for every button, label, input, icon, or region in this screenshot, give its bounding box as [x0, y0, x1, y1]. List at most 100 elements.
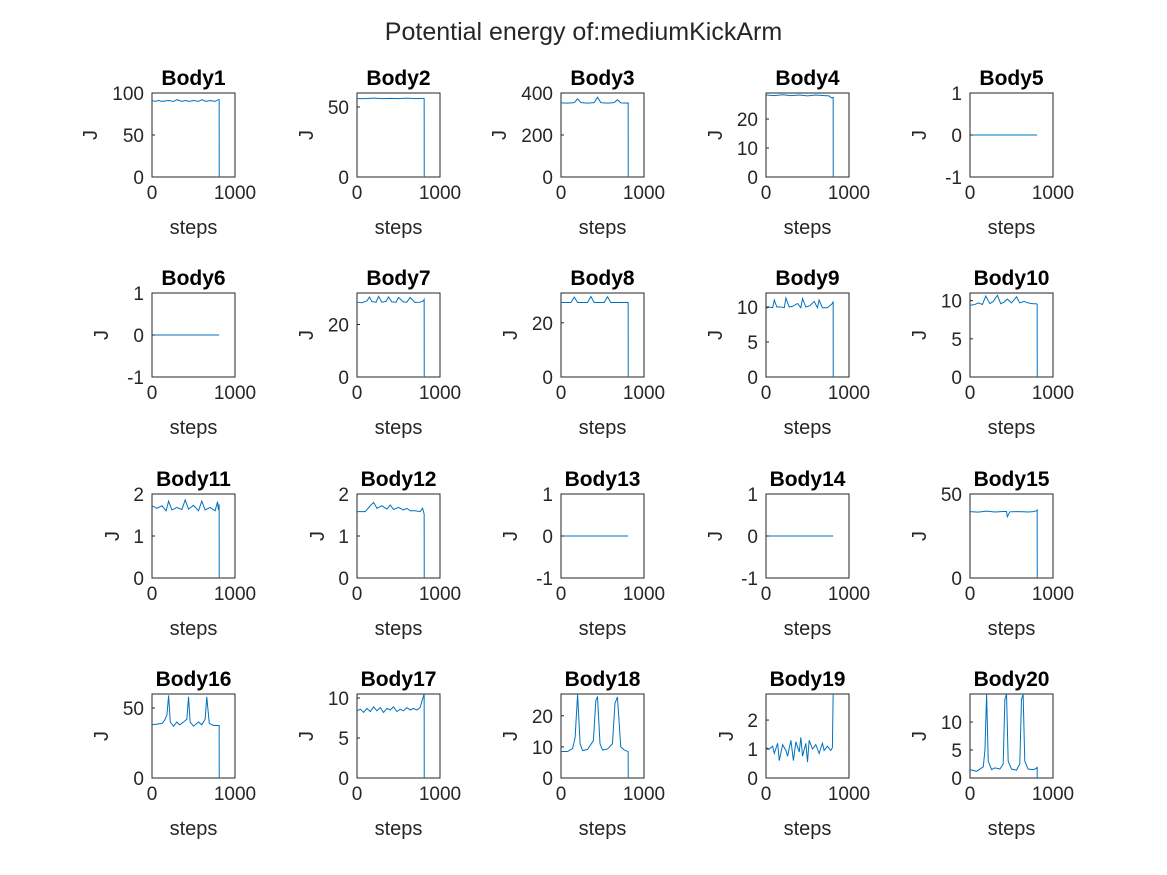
y-tick-label: 0: [747, 368, 758, 389]
x-axis-label: steps: [170, 417, 218, 439]
x-tick-label: 1000: [623, 183, 665, 204]
y-tick-label: 0: [542, 168, 553, 189]
y-tick-label: 0: [133, 326, 144, 347]
axes-box: [560, 292, 645, 378]
y-tick-label: 10: [941, 292, 962, 313]
y-tick-label: 1: [747, 485, 758, 506]
y-tick-label: 10: [532, 738, 553, 759]
x-axis-label: steps: [579, 818, 627, 840]
x-tick-label: 1000: [623, 784, 665, 805]
x-tick-label: 0: [761, 383, 772, 404]
y-tick-label: 0: [338, 569, 349, 590]
axes-box: [560, 92, 645, 178]
subplot-title: Body16: [156, 668, 232, 691]
x-tick-label: 0: [965, 383, 976, 404]
y-axis-label: J: [909, 731, 931, 741]
x-tick-label: 0: [965, 784, 976, 805]
y-tick-label: 0: [951, 368, 962, 389]
x-axis-label: steps: [579, 417, 627, 439]
x-tick-label: 0: [147, 784, 158, 805]
x-tick-label: 0: [965, 183, 976, 204]
subplot-15: 0 1000 0 50 Body15 steps J: [909, 468, 1074, 640]
subplot-title: Body9: [775, 267, 839, 290]
subplot-2: 0 1000 0 50 Body2 steps J: [296, 67, 461, 239]
series-line-1: [356, 295, 425, 378]
axes-box: [151, 493, 236, 579]
x-tick-label: 1000: [1032, 784, 1074, 805]
subplot-title: Body14: [770, 468, 846, 491]
subplot-title: Body8: [570, 267, 635, 290]
y-axis-label: J: [705, 330, 727, 340]
series-line-1: [357, 501, 425, 579]
subplot-10: 0 1000 0 5 10 Body10 steps J: [909, 267, 1074, 439]
x-axis-label: steps: [988, 417, 1036, 439]
x-tick-label: 1000: [214, 784, 256, 805]
y-axis-label: J: [500, 531, 522, 541]
y-tick-label: 2: [133, 485, 144, 506]
subplot-title: Body7: [366, 267, 430, 290]
y-tick-label: 5: [338, 729, 349, 750]
x-tick-label: 0: [556, 383, 567, 404]
series-line-1: [151, 695, 220, 779]
y-tick-label: 50: [941, 485, 962, 506]
y-axis-label: J: [296, 130, 318, 140]
subplot-12: 0 1000 0 1 2 Body12 steps J: [307, 468, 461, 640]
x-axis-label: steps: [375, 818, 423, 840]
x-tick-label: 0: [761, 183, 772, 204]
series-line-1: [765, 94, 834, 178]
subplot-title: Body3: [570, 67, 634, 90]
axes-box: [969, 493, 1054, 579]
series-line-1: [561, 295, 629, 378]
y-tick-label: -1: [741, 569, 758, 590]
y-tick-label: 400: [521, 84, 553, 105]
series-line-1: [357, 97, 425, 178]
series-line-1: [969, 294, 1038, 378]
x-tick-label: 1000: [214, 584, 256, 605]
subplot-title: Body19: [770, 668, 846, 691]
subplot-16: 0 1000 0 50 Body16 steps J: [91, 668, 256, 840]
subplot-title: Body17: [361, 668, 437, 691]
subplot-1: 0 1000 0 50 100 Body1 steps J: [80, 67, 256, 239]
y-tick-label: 1: [133, 527, 144, 548]
series-line-1: [969, 693, 1038, 779]
y-axis-label: J: [102, 531, 124, 541]
axes-box: [151, 92, 236, 178]
y-axis-label: J: [500, 731, 522, 741]
y-axis-label: J: [909, 130, 931, 140]
axes-box: [356, 693, 441, 779]
x-tick-label: 1000: [419, 183, 461, 204]
axes-box: [356, 292, 441, 378]
series-line-1: [765, 693, 834, 763]
y-tick-label: 5: [747, 333, 758, 354]
x-axis-label: steps: [579, 217, 627, 239]
series-line-1: [561, 693, 629, 779]
x-tick-label: 1000: [828, 183, 870, 204]
x-tick-label: 1000: [419, 383, 461, 404]
subplot-11: 0 1000 0 1 2 Body11 steps J: [102, 468, 256, 640]
y-tick-label: 0: [542, 527, 553, 548]
x-tick-label: 1000: [214, 183, 256, 204]
y-tick-label: -1: [127, 368, 144, 389]
axes-box: [969, 292, 1054, 378]
x-axis-label: steps: [784, 417, 832, 439]
axes-box: [969, 693, 1054, 779]
x-axis-label: steps: [170, 818, 218, 840]
subplot-18: 0 1000 0 10 20 Body18 steps J: [500, 668, 665, 840]
x-tick-label: 1000: [1032, 584, 1074, 605]
x-tick-label: 1000: [419, 784, 461, 805]
x-tick-label: 0: [352, 584, 363, 605]
axes-box: [765, 693, 850, 779]
y-axis-label: J: [909, 531, 931, 541]
x-axis-label: steps: [170, 618, 218, 640]
x-tick-label: 0: [147, 383, 158, 404]
series-line-1: [356, 693, 425, 779]
x-tick-label: 0: [147, 584, 158, 605]
series-line-1: [151, 99, 220, 178]
x-tick-label: 0: [556, 183, 567, 204]
y-tick-label: 0: [951, 569, 962, 590]
subplot-4: 0 1000 0 10 20 Body4 steps J: [705, 67, 870, 239]
subplot-title: Body1: [161, 67, 226, 90]
y-tick-label: 0: [338, 769, 349, 790]
y-tick-label: 1: [133, 284, 144, 305]
subplot-3: 0 1000 0 200 400 Body3 steps J: [489, 67, 665, 239]
